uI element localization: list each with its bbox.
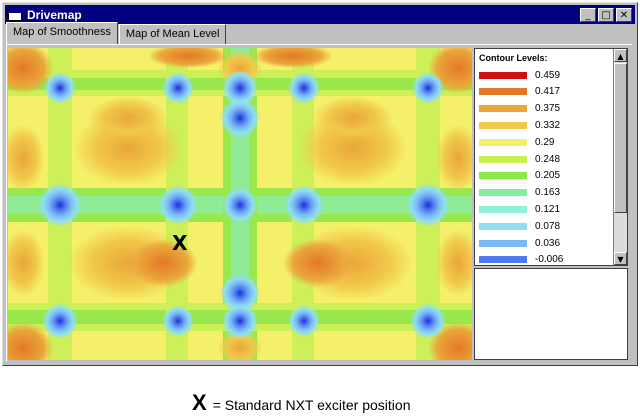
legend-item: 0.332 [479,119,560,131]
legend-title: Contour Levels: [479,53,548,63]
smoothness-contour-map[interactable] [8,48,472,360]
window-icon [8,8,22,21]
legend-scrollbar[interactable]: ▲ ▼ [613,49,627,265]
legend-value: 0.121 [535,203,561,215]
close-button[interactable]: ✕ [616,7,632,22]
legend-item: 0.375 [479,103,560,115]
tab-map-of-smoothness[interactable]: Map of Smoothness [6,22,118,45]
info-panel [474,268,628,360]
legend-value: 0.205 [535,170,561,182]
legend-item: 0.036 [479,237,560,249]
caption: X = Standard NXT exciter position [192,390,410,416]
legend-swatch [479,138,527,146]
legend-item: 0.29 [479,136,554,148]
legend-swatch [479,256,527,264]
legend-swatch [479,239,527,247]
legend-item: -0.006 [479,254,563,266]
contour-map-graphic [8,48,472,360]
title-bar[interactable]: Drivemap _ □ ✕ [5,5,635,24]
scroll-down-icon[interactable]: ▼ [614,252,627,265]
legend-value: 0.417 [535,86,561,98]
legend-item: 0.459 [479,69,560,81]
legend-value: -0.006 [535,254,564,266]
legend-swatch [479,121,527,129]
caption-marker: X [192,390,207,415]
scroll-up-icon[interactable]: ▲ [614,49,627,62]
legend-swatch [479,205,527,213]
minimize-button[interactable]: _ [580,7,596,22]
maximize-button[interactable]: □ [598,7,614,22]
window-title: Drivemap [27,7,82,22]
legend-value: 0.248 [535,153,561,165]
legend-item: 0.205 [479,170,560,182]
legend-swatch [479,189,527,197]
tab-map-of-mean-level[interactable]: Map of Mean Level [118,24,227,45]
legend-swatch [479,71,527,79]
exciter-position-marker: X [172,231,188,255]
legend-item: 0.248 [479,153,560,165]
legend-swatch [479,88,527,96]
legend-value: 0.078 [535,220,561,232]
legend-item: 0.078 [479,220,560,232]
legend-value: 0.459 [535,69,561,81]
caption-text: = Standard NXT exciter position [212,397,411,413]
contour-levels-legend: Contour Levels: 0.459 0.417 0.375 0.332 0.29… [474,48,628,266]
legend-value: 0.375 [535,103,561,115]
tab-strip: Map of Smoothness Map of Mean Level [6,22,227,45]
legend-item: 0.121 [479,203,560,215]
legend-swatch [479,105,527,113]
legend-value: 0.163 [535,187,561,199]
legend-swatch [479,172,527,180]
legend-swatch [479,222,527,230]
legend-swatch [479,155,527,163]
legend-item: 0.417 [479,86,560,98]
legend-item: 0.163 [479,187,560,199]
scroll-thumb[interactable] [614,63,627,213]
legend-value: 0.29 [535,136,555,148]
window-controls: _ □ ✕ [580,7,632,22]
legend-value: 0.332 [535,119,561,131]
legend-value: 0.036 [535,237,561,249]
